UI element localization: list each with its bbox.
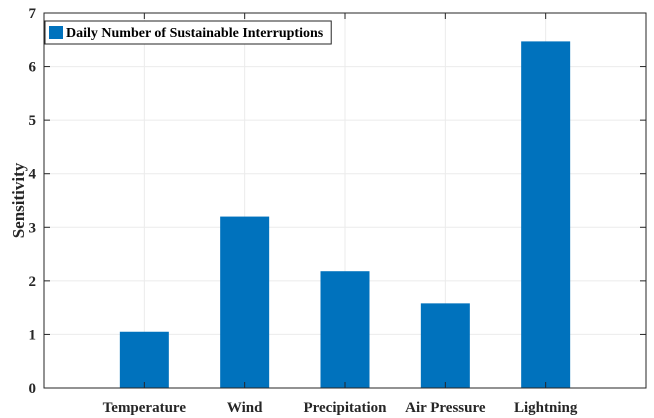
y-axis-label: Sensitivity bbox=[9, 162, 28, 238]
x-axis-ticks: Temperature Wind Precipitation Air Pressure… bbox=[103, 13, 578, 416]
y-tick-label: 0 bbox=[29, 381, 37, 397]
y-tick-label: 3 bbox=[29, 220, 37, 236]
bar-wind bbox=[220, 216, 270, 388]
y-tick-label: 2 bbox=[29, 274, 37, 290]
x-tick-label: Wind bbox=[227, 400, 263, 416]
y-tick-label: 5 bbox=[29, 113, 37, 129]
bar-air-pressure bbox=[420, 303, 470, 388]
y-tick-label: 6 bbox=[29, 60, 37, 76]
legend-swatch bbox=[49, 26, 63, 39]
bar-lightning bbox=[521, 41, 571, 389]
legend-box bbox=[44, 20, 332, 45]
bar-temperature bbox=[119, 331, 169, 388]
bars bbox=[119, 41, 571, 389]
x-tick-label: Temperature bbox=[103, 400, 187, 416]
x-tick-label: Lightning bbox=[514, 400, 578, 416]
x-tick-label: Precipitation bbox=[303, 400, 387, 416]
x-tick-label: Air Pressure bbox=[405, 400, 486, 416]
legend: Daily Number of Sustainable Interruption… bbox=[44, 20, 332, 45]
legend-label: Daily Number of Sustainable Interruption… bbox=[66, 26, 324, 41]
y-tick-label: 1 bbox=[29, 327, 37, 343]
y-tick-label: 4 bbox=[29, 167, 37, 183]
y-tick-label: 7 bbox=[29, 6, 37, 22]
y-axis-ticks: 0 1 2 3 4 5 6 7 bbox=[29, 6, 646, 397]
bar-precipitation bbox=[320, 271, 370, 388]
